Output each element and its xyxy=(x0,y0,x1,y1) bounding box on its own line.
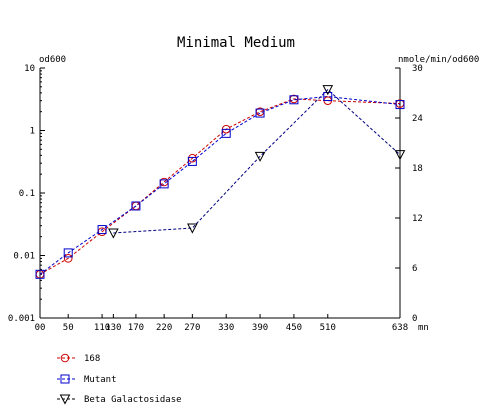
x-tick-label: 00 xyxy=(35,323,46,333)
legend-marker-beta-galactosidase xyxy=(59,394,71,405)
right-tick-label: 12 xyxy=(412,214,423,224)
data-point-mutant xyxy=(97,225,107,235)
data-point-mutant xyxy=(131,201,141,211)
legend-label-168: 168 xyxy=(84,354,100,364)
x-tick-label: 50 xyxy=(63,323,74,333)
left-axis-label: od600 xyxy=(39,55,66,65)
left-tick-label: 10 xyxy=(24,64,35,74)
x-tick-label: 170 xyxy=(128,323,144,333)
left-tick-label: 0.01 xyxy=(13,252,35,262)
right-tick-label: 24 xyxy=(412,114,423,124)
right-tick-label: 0 xyxy=(412,314,417,324)
chart-title: Minimal Medium xyxy=(177,35,295,51)
x-tick-label: 638 xyxy=(392,323,408,333)
right-tick-label: 30 xyxy=(412,64,423,74)
x-tick-label: 330 xyxy=(218,323,234,333)
data-point-mutant xyxy=(63,248,73,258)
series-line-mutant xyxy=(39,95,401,275)
left-tick-label: 0.1 xyxy=(19,189,35,199)
data-point-mutant xyxy=(35,269,45,279)
data-point-mutant xyxy=(187,156,197,166)
left-tick-label: 1 xyxy=(30,127,35,137)
data-point-mutant xyxy=(289,95,299,105)
right-axis-label: nmole/min/od600 xyxy=(398,55,479,65)
series-line-beta-galactosidase xyxy=(113,88,401,234)
legend-marker-168 xyxy=(60,353,70,363)
data-point-168 xyxy=(63,254,73,263)
series-line-168 xyxy=(39,98,401,275)
x-tick-label: 390 xyxy=(252,323,268,333)
data-point-beta-galactosidase xyxy=(187,223,198,234)
data-point-beta-galactosidase xyxy=(254,151,266,162)
legend-label-beta-galactosidase: Beta Galactosidase xyxy=(84,395,182,405)
left-tick-label: 0.001 xyxy=(8,314,35,324)
x-tick-label: 510 xyxy=(320,323,336,333)
x-tick-label: 130 xyxy=(105,323,121,333)
data-point-mutant xyxy=(221,128,231,138)
data-point-beta-galactosidase xyxy=(108,228,119,239)
legend-label-mutant: Mutant xyxy=(84,375,117,385)
data-point-beta-galactosidase xyxy=(322,85,334,96)
data-point-mutant xyxy=(255,108,265,118)
right-tick-label: 6 xyxy=(412,264,417,274)
data-point-mutant xyxy=(159,179,169,189)
data-point-beta-galactosidase xyxy=(394,150,406,161)
legend-marker-mutant xyxy=(60,374,70,384)
data-point-mutant xyxy=(323,91,333,101)
right-tick-label: 18 xyxy=(412,164,423,174)
x-tick-label: 450 xyxy=(286,323,302,333)
x-tick-label: 110 xyxy=(94,323,110,333)
x-tick-label: 220 xyxy=(156,323,172,333)
data-point-mutant xyxy=(395,100,405,110)
x-tick-label: 270 xyxy=(184,323,200,333)
x-axis-unit: mn xyxy=(418,323,429,333)
